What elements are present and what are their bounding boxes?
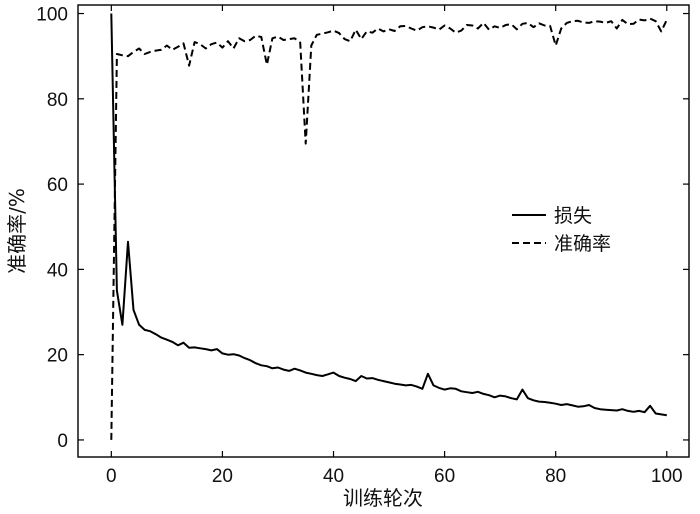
series-layer (110, 13, 668, 440)
y-tick-label: 0 (57, 431, 68, 452)
legend-label-loss: 损失 (554, 205, 592, 227)
x-tick-label: 0 (106, 466, 117, 487)
y-tick-label: 60 (47, 175, 68, 196)
x-tick-label: 40 (323, 466, 344, 487)
x-tick-label: 20 (212, 466, 233, 487)
y-tick-label: 20 (47, 346, 68, 367)
y-tick-label: 40 (47, 260, 68, 281)
x-tick-label: 60 (434, 466, 455, 487)
x-axis-label: 训练轮次 (343, 486, 423, 510)
series-line-accuracy (110, 17, 668, 440)
y-tick-label: 100 (36, 5, 68, 26)
series-line-loss (110, 13, 667, 417)
x-tick-label: 80 (545, 466, 566, 487)
plot-frame (77, 4, 690, 458)
legend-label-accuracy: 准确率 (554, 233, 611, 255)
y-axis-label: 准确率/% (5, 188, 29, 274)
ticks-group: 0 20 40 60 80 100 0 20 40 60 80 100 (36, 5, 689, 487)
y-tick-label: 80 (47, 90, 68, 111)
x-tick-label: 100 (651, 466, 683, 487)
